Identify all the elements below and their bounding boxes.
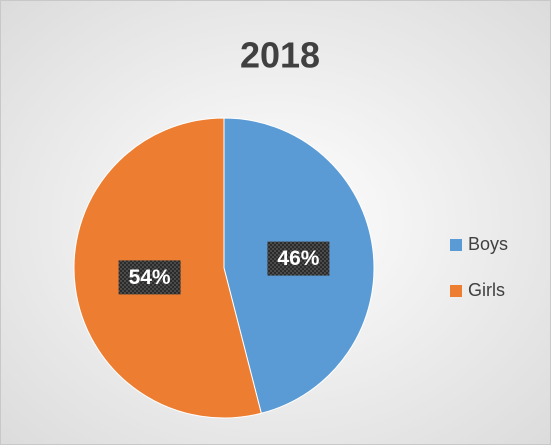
legend-swatch [450,239,462,251]
data-label-box [267,241,330,276]
data-label: 46% [277,247,319,270]
legend-label: Girls [468,280,505,300]
legend-swatch [450,285,462,297]
chart-title: 2018 [240,35,320,76]
data-label: 54% [129,266,171,289]
data-label-box [118,260,181,295]
legend-label: Boys [468,234,508,254]
